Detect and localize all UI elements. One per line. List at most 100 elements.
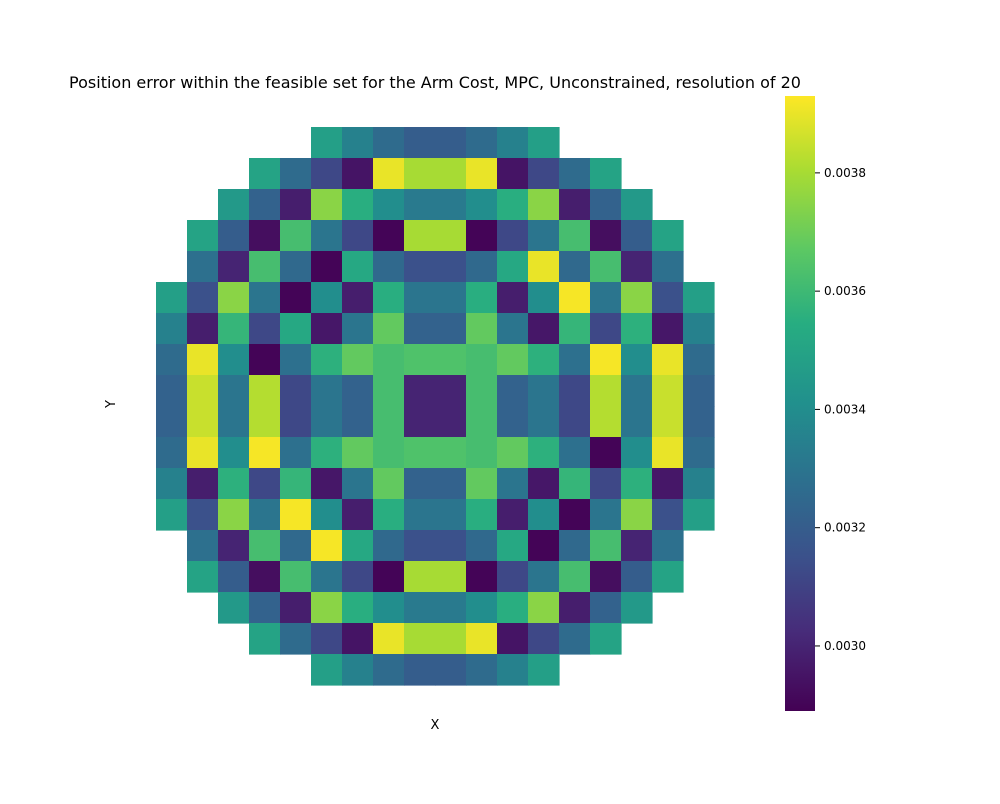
heatmap-cell [528, 468, 560, 500]
heatmap-cell [187, 468, 219, 500]
heatmap-cell [621, 220, 653, 252]
chart-title: Position error within the feasible set f… [69, 73, 801, 92]
heatmap-cell [466, 530, 498, 562]
heatmap-cell [311, 592, 343, 624]
heatmap-cell [373, 189, 405, 221]
heatmap-cell [218, 282, 250, 314]
heatmap-cell [311, 375, 343, 407]
heatmap-cell [342, 530, 374, 562]
heatmap-cell [528, 530, 560, 562]
x-axis-label: X [431, 718, 440, 733]
heatmap-cell [218, 530, 250, 562]
heatmap-cell [280, 623, 312, 655]
heatmap-cell [590, 468, 622, 500]
heatmap-cell [497, 654, 529, 686]
heatmap-cell [590, 530, 622, 562]
heatmap-cell [497, 623, 529, 655]
heatmap-cell [435, 375, 467, 407]
heatmap-cell [156, 499, 188, 531]
heatmap-cell [683, 313, 715, 345]
heatmap-cell [435, 530, 467, 562]
heatmap-cell [280, 251, 312, 283]
heatmap-cell [249, 158, 281, 190]
heatmap-cell [280, 158, 312, 190]
heatmap-cell [435, 251, 467, 283]
heatmap-cell [497, 468, 529, 500]
heatmap-cell [373, 654, 405, 686]
heatmap-cell [466, 158, 498, 190]
heatmap-cell [280, 220, 312, 252]
heatmap-cell [311, 561, 343, 593]
heatmap-cell [652, 313, 684, 345]
heatmap-cell [621, 499, 653, 531]
heatmap-cell [528, 375, 560, 407]
heatmap-cell [621, 282, 653, 314]
heatmap-cell [497, 158, 529, 190]
heatmap-cell [342, 189, 374, 221]
heatmap-cell [311, 158, 343, 190]
heatmap-cell [249, 251, 281, 283]
heatmap-cell [249, 313, 281, 345]
colorbar-tick-label: 0.0032 [824, 521, 866, 535]
heatmap-cell [435, 623, 467, 655]
heatmap-cell [559, 189, 591, 221]
heatmap-cell [156, 313, 188, 345]
heatmap-cell [280, 313, 312, 345]
heatmap-cell [342, 375, 374, 407]
heatmap-cell [466, 189, 498, 221]
heatmap-cell [342, 499, 374, 531]
heatmap-cell [559, 344, 591, 376]
heatmap-cell [621, 375, 653, 407]
heatmap-cell [435, 654, 467, 686]
heatmap-cell [559, 406, 591, 438]
heatmap-cell [342, 282, 374, 314]
heatmap-cell [590, 251, 622, 283]
heatmap-cell [435, 282, 467, 314]
heatmap-cell [466, 468, 498, 500]
heatmap-cell [404, 592, 436, 624]
heatmap-cell [373, 375, 405, 407]
heatmap-cell [497, 375, 529, 407]
heatmap-cell [590, 499, 622, 531]
heatmap-cell [683, 499, 715, 531]
heatmap-cell [435, 220, 467, 252]
heatmap-cell [559, 530, 591, 562]
heatmap-cell [218, 437, 250, 469]
heatmap-cell [559, 561, 591, 593]
heatmap-cell [249, 220, 281, 252]
heatmap-cell [528, 592, 560, 624]
heatmap-cell [280, 375, 312, 407]
heatmap-cell [311, 220, 343, 252]
heatmap-cell [621, 530, 653, 562]
heatmap-cell [435, 158, 467, 190]
heatmap-cell [528, 127, 560, 159]
heatmap-cell [466, 654, 498, 686]
heatmap-cell [435, 437, 467, 469]
heatmap-cell [249, 344, 281, 376]
heatmap-cell [187, 313, 219, 345]
heatmap-cell [497, 499, 529, 531]
heatmap-cell [590, 158, 622, 190]
heatmap-cell [249, 406, 281, 438]
heatmap-cell [342, 313, 374, 345]
heatmap-cell [466, 499, 498, 531]
heatmap-cell [218, 251, 250, 283]
heatmap-cell [280, 530, 312, 562]
heatmap-cell [590, 313, 622, 345]
heatmap-cell [404, 189, 436, 221]
heatmap-cell [528, 406, 560, 438]
heatmap-cell [652, 282, 684, 314]
heatmap-cell [218, 313, 250, 345]
heatmap-cell [466, 406, 498, 438]
heatmap-cell [311, 313, 343, 345]
heatmap-cell [528, 654, 560, 686]
heatmap-cell [249, 282, 281, 314]
heatmap-cell [683, 344, 715, 376]
heatmap-cell [528, 499, 560, 531]
heatmap-cell [528, 344, 560, 376]
heatmap-cell [311, 654, 343, 686]
heatmap-cell [404, 220, 436, 252]
heatmap-cell [373, 220, 405, 252]
heatmap-cell [280, 406, 312, 438]
heatmap-cell [559, 313, 591, 345]
